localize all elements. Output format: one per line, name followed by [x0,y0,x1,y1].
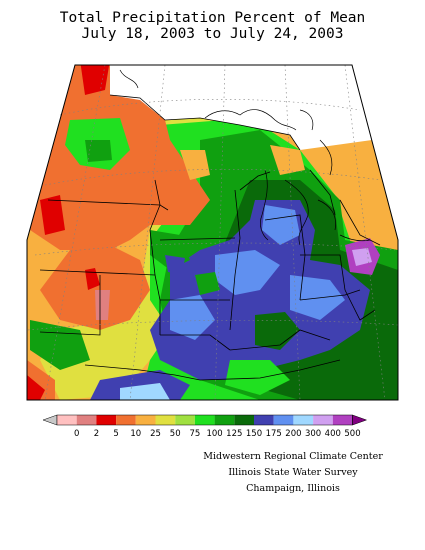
legend-swatch [135,415,156,425]
legend-tick-label: 500 [344,429,360,439]
legend-tick-label: 2 [94,429,99,439]
legend-swatch [273,415,294,425]
legend-swatch [194,415,215,425]
legend-swatch [116,415,136,425]
legend-swatch [332,415,353,425]
no-data-region [110,65,372,150]
credit-line-2: Illinois State Water Survey [228,467,358,478]
legend-swatch [234,415,254,425]
graticule [27,64,399,401]
legend-swatch [254,415,274,425]
credit-line-3: Champaign, Illinois [246,483,340,494]
legend-swatch [293,415,314,425]
state-boundaries [39,94,381,381]
legend-swatch [313,415,333,425]
map-title-line-1: Total Precipitation Percent of Mean [59,10,366,26]
map-title-line-2: July 18, 2003 to July 24, 2003 [81,26,344,42]
legend-tick-label: 100 [206,429,222,439]
legend-labels: 0 2 5 10 25 50 75 100 125 150 175 200 300 400 500 [74,429,361,439]
legend-swatch [155,415,176,425]
legend-tick-label: 25 [150,429,161,439]
legend-swatch [96,415,117,425]
map-frame [26,64,399,401]
legend-tick-label: 0 [74,429,79,439]
legend-tick-label: 125 [226,429,242,439]
legend-swatch-under [42,414,58,426]
legend-swatch [76,415,97,425]
legend-tick-label: 10 [130,429,141,439]
legend-tick-label: 400 [325,429,341,439]
lake-coastlines [119,69,371,246]
legend-swatch [175,415,195,425]
credit-line-1: Midwestern Regional Climate Center [203,451,383,462]
legend-swatches [42,414,368,426]
legend-tick-label: 150 [246,429,262,439]
legend-tick-label: 200 [285,429,301,439]
legend-tick-label: 300 [305,429,321,439]
legend-border [56,414,353,426]
legend-tick-label: 75 [189,429,200,439]
legend-swatch [57,415,77,425]
legend-tick-label: 50 [170,429,181,439]
legend-tick-label: 5 [113,429,118,439]
legend-tick-label: 175 [266,429,282,439]
legend-swatch-over [352,414,368,426]
legend-swatch [214,415,235,425]
